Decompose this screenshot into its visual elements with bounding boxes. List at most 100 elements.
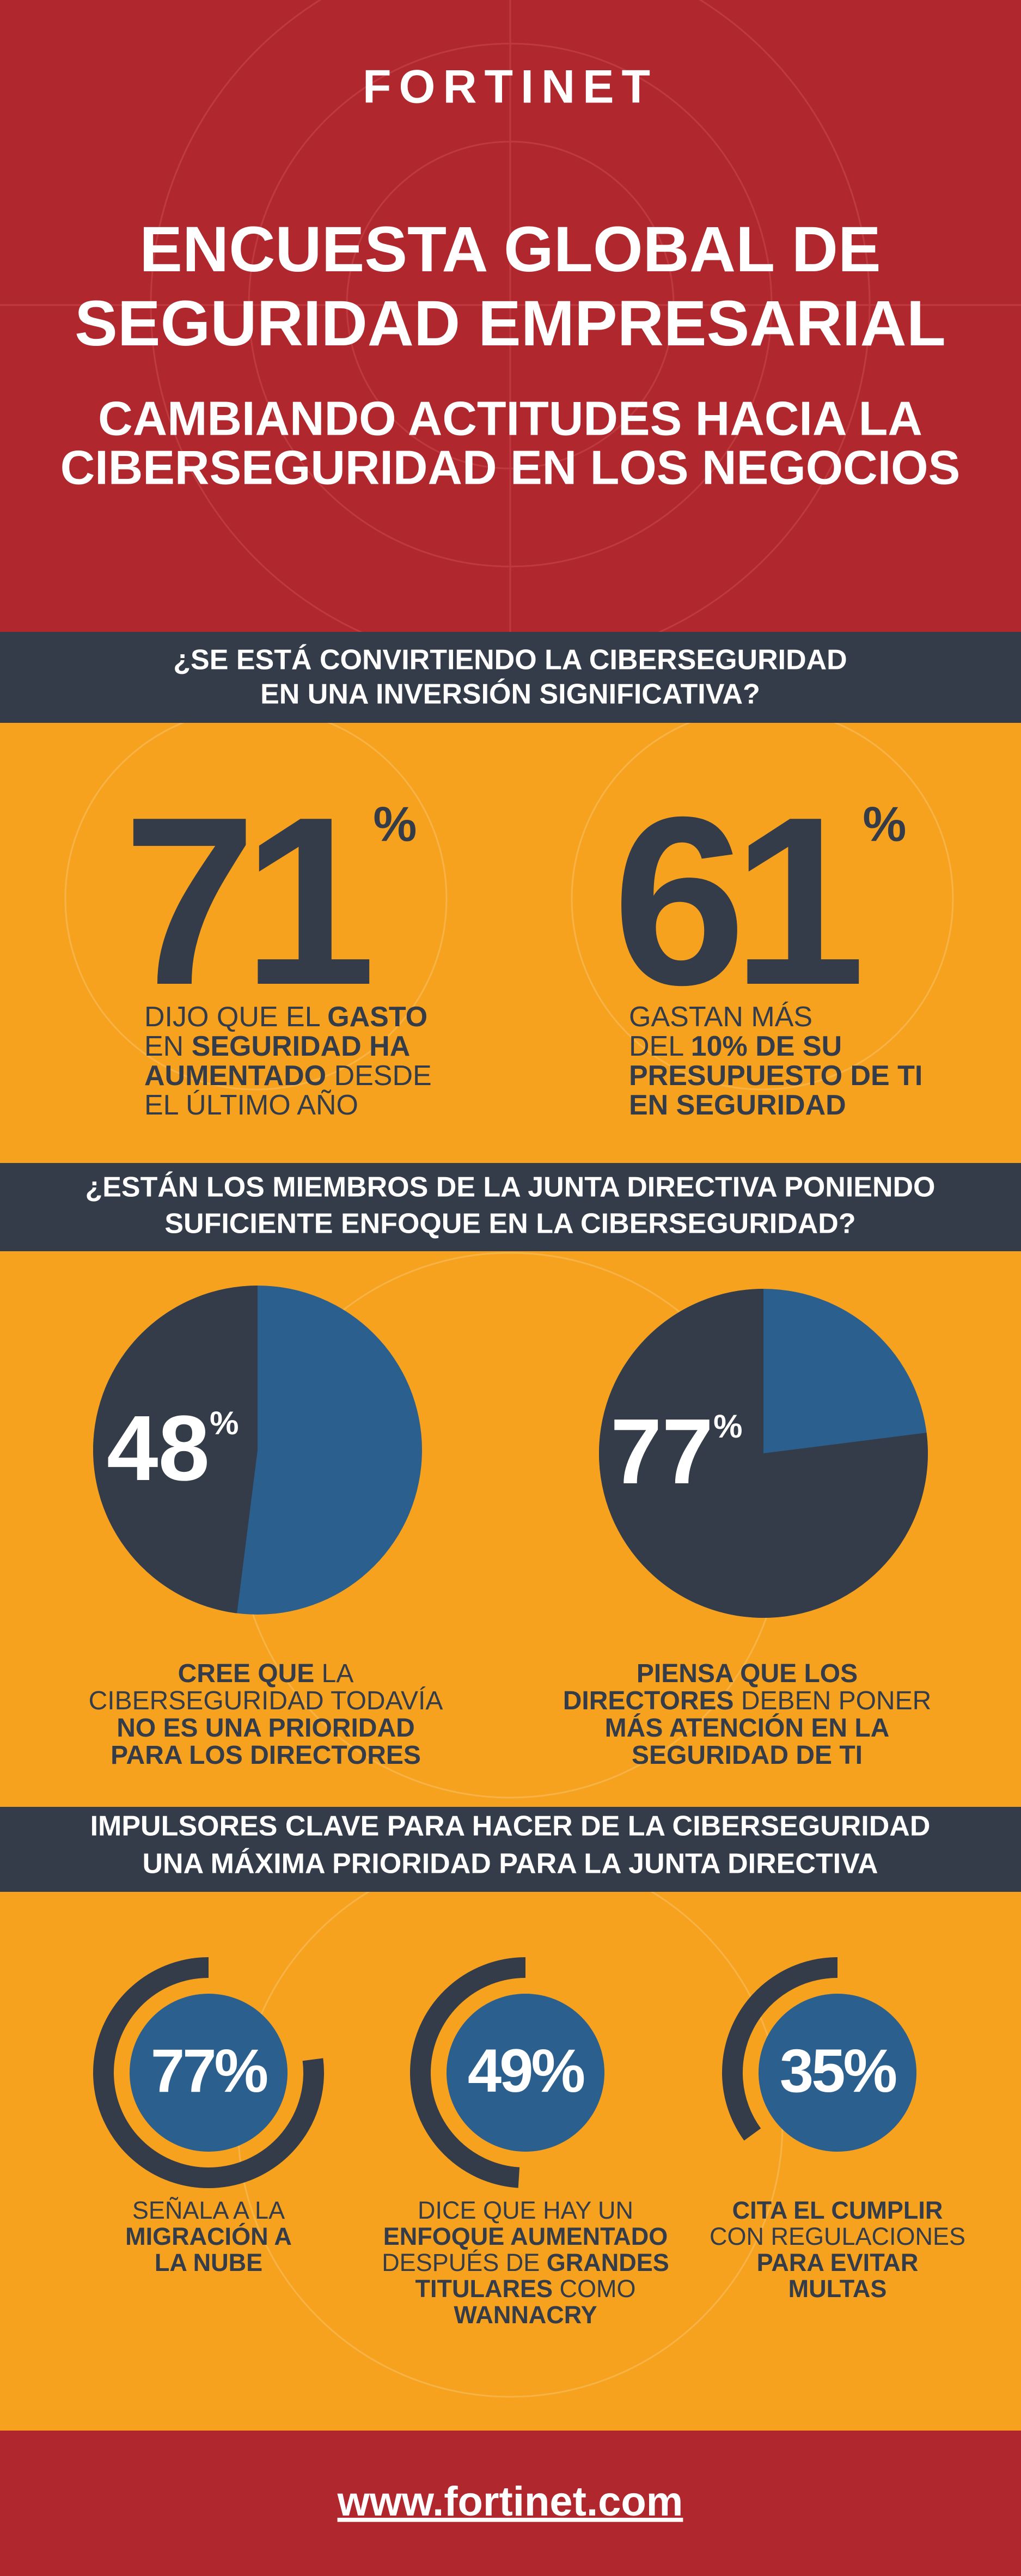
ring-center <box>759 1994 916 2152</box>
caption-run: LA NUBE <box>155 2249 262 2276</box>
caption-line: ENFOQUE AUMENTADO <box>383 2222 668 2250</box>
pie-label-unit: % <box>713 1408 742 1445</box>
caption-line: WANNACRY <box>454 2301 597 2329</box>
footer-url[interactable]: www.fortinet.com <box>337 2478 683 2525</box>
ring-label-value: 49 <box>468 2037 531 2105</box>
caption-run: DIJO QUE EL <box>144 1001 327 1033</box>
caption-run: EN SEGURIDAD <box>629 1089 846 1121</box>
caption-run: SEGURIDAD HA <box>192 1031 411 1062</box>
caption-run: DESDE <box>326 1060 432 1092</box>
caption-line: EN SEGURIDAD HA <box>144 1031 410 1062</box>
caption-line: EL ÚLTIMO AÑO <box>144 1089 358 1121</box>
ring-arc <box>722 1957 838 2141</box>
caption-line: PARA EVITAR <box>757 2249 919 2276</box>
caption-line: EN SEGURIDAD <box>629 1089 846 1121</box>
caption-run: DIRECTORES <box>563 1686 734 1715</box>
ring-label: 49% <box>468 2037 584 2105</box>
ring-label: 77% <box>151 2037 267 2105</box>
caption-run: PARA LOS DIRECTORES <box>111 1741 421 1770</box>
ring-label-unit: % <box>843 2037 896 2105</box>
caption-run: SEÑALA A LA <box>132 2196 285 2224</box>
caption-run: MULTAS <box>788 2275 887 2303</box>
question-band <box>0 1163 1021 1251</box>
caption-run: EL ÚLTIMO AÑO <box>144 1089 358 1121</box>
number-value: 71 <box>123 768 370 1035</box>
caption-line: CITA EL CUMPLIR <box>732 2196 943 2224</box>
question-line: IMPULSORES CLAVE PARA HACER DE LA CIBERS… <box>90 1811 931 1842</box>
caption-run: COMO <box>553 2275 636 2303</box>
caption-run: DEL <box>629 1031 691 1062</box>
caption-line: MIGRACIÓN A <box>125 2222 292 2250</box>
ring-center <box>447 1994 604 2152</box>
caption-run: PRESUPUESTO DE TI <box>629 1060 922 1092</box>
caption-run: GRANDES <box>547 2249 669 2276</box>
pie-label-value: 48 <box>107 1397 210 1500</box>
caption-line: PARA LOS DIRECTORES <box>111 1741 421 1770</box>
caption-line: MULTAS <box>788 2275 887 2303</box>
caption-line: PRESUPUESTO DE TI <box>629 1060 922 1092</box>
pie-slice <box>599 1289 928 1618</box>
caption-line: CIBERSEGURIDAD TODAVÍA <box>89 1686 443 1715</box>
pie-label: 48% <box>107 1397 239 1500</box>
caption-line: TITULARES COMO <box>415 2275 636 2303</box>
pie-label-unit: % <box>210 1405 239 1441</box>
caption-line: SEÑALA A LA <box>132 2196 285 2224</box>
caption-run: CREE QUE <box>178 1659 315 1688</box>
caption-run: CIBERSEGURIDAD TODAVÍA <box>89 1686 443 1715</box>
question-line: ¿SE ESTÁ CONVIRTIENDO LA CIBERSEGURIDAD <box>173 644 847 676</box>
pie-label: 77% <box>610 1400 742 1503</box>
ring-arc <box>93 1957 324 2188</box>
ring-label-unit: % <box>214 2037 267 2105</box>
caption-run: WANNACRY <box>454 2301 597 2329</box>
caption-run: MÁS ATENCIÓN EN LA <box>605 1713 890 1743</box>
caption-line: DEL 10% DE SU <box>629 1031 842 1062</box>
caption-run: DESPUÉS DE <box>382 2249 547 2276</box>
caption-run: CON REGULACIONES <box>710 2222 965 2250</box>
pie-slice <box>93 1286 258 1613</box>
caption-run: LA <box>314 1659 353 1688</box>
caption-line: CREE QUE LA <box>178 1659 354 1688</box>
caption-line: MÁS ATENCIÓN EN LA <box>605 1713 890 1743</box>
caption-run: DEBEN PONER <box>734 1686 932 1715</box>
ring-center <box>130 1994 288 2152</box>
caption-line: LA NUBE <box>155 2249 262 2276</box>
ring-label-value: 77 <box>151 2037 215 2105</box>
big-number: 71% <box>123 768 415 1035</box>
question-line: ¿ESTÁN LOS MIEMBROS DE LA JUNTA DIRECTIV… <box>85 1172 935 1203</box>
caption-line: DESPUÉS DE GRANDES <box>382 2249 669 2276</box>
caption-line: DIRECTORES DEBEN PONER <box>563 1686 932 1715</box>
caption-run: CITA EL CUMPLIR <box>732 2196 943 2224</box>
caption-line: NO ES UNA PRIORIDAD <box>117 1714 415 1743</box>
pie-label-value: 77 <box>610 1400 713 1503</box>
question-line: EN UNA INVERSIÓN SIGNIFICATIVA? <box>260 679 760 710</box>
subtitle-line: CAMBIANDO ACTITUDES HACIA LA <box>98 391 922 445</box>
caption-run: DICE QUE HAY UN <box>418 2196 633 2224</box>
footer-background <box>0 2431 1021 2576</box>
caption-run: NO ES UNA PRIORIDAD <box>117 1714 415 1743</box>
question-band <box>0 1807 1021 1892</box>
caption-run: PIENSA QUE LOS <box>637 1659 858 1688</box>
question-band <box>0 632 1021 723</box>
ring-label-unit: % <box>531 2037 584 2105</box>
caption-run: GASTAN MÁS <box>629 1001 812 1033</box>
ring-label: 35% <box>780 2037 896 2105</box>
caption-line: DIJO QUE EL GASTO <box>144 1001 427 1033</box>
caption-line: DICE QUE HAY UN <box>418 2196 633 2224</box>
caption-run: SEGURIDAD DE TI <box>632 1741 863 1770</box>
caption-run: AUMENTADO <box>144 1060 326 1092</box>
title-line: SEGURIDAD EMPRESARIAL <box>75 288 946 360</box>
caption-line: GASTAN MÁS <box>629 1001 812 1033</box>
ring-arc <box>410 1957 526 2188</box>
subtitle-line: CIBERSEGURIDAD EN LOS NEGOCIOS <box>60 440 961 494</box>
caption-line: SEGURIDAD DE TI <box>632 1741 863 1770</box>
caption-run: EN <box>144 1031 192 1062</box>
caption-line: AUMENTADO DESDE <box>144 1060 432 1092</box>
title-line: ENCUESTA GLOBAL DE <box>139 214 881 285</box>
logo: FORTINET <box>363 61 658 113</box>
caption-run: MIGRACIÓN A <box>125 2222 292 2250</box>
caption-run: PARA EVITAR <box>757 2249 919 2276</box>
caption-run: TITULARES <box>415 2275 553 2303</box>
caption-run: ENFOQUE AUMENTADO <box>383 2222 668 2250</box>
